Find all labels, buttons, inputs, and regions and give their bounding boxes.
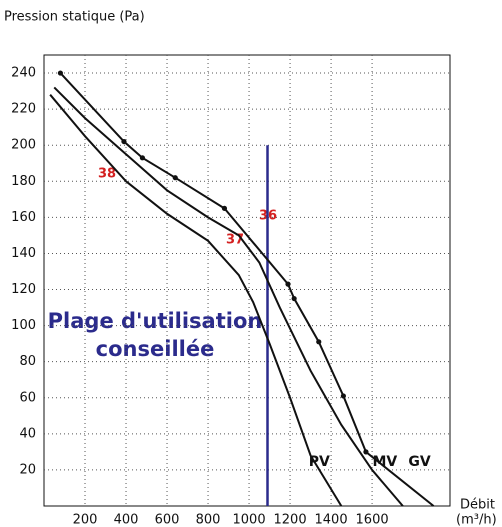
x-axis-unit: (m³/h) bbox=[456, 513, 497, 527]
point bbox=[340, 393, 346, 399]
x-tick-label: 600 bbox=[155, 513, 180, 527]
series-label: PV bbox=[309, 454, 330, 470]
point bbox=[139, 155, 146, 161]
y-tick-label: 60 bbox=[19, 390, 36, 405]
y-tick-label: 200 bbox=[11, 138, 36, 153]
y-tick-label: 240 bbox=[11, 66, 36, 81]
y-tick-label: 140 bbox=[11, 246, 36, 261]
y-tick-label: 120 bbox=[11, 282, 36, 297]
curve bbox=[49, 94, 343, 507]
y-tick-label: 20 bbox=[19, 462, 36, 477]
y-tick-label: 160 bbox=[11, 210, 36, 225]
curve bbox=[53, 86, 404, 507]
point bbox=[291, 295, 297, 302]
x-tick-label: 1200 bbox=[274, 513, 307, 527]
plot-frame bbox=[43, 54, 451, 507]
x-tick-label: 800 bbox=[196, 513, 221, 527]
series-label: GV bbox=[408, 454, 430, 470]
y-tick-label: 100 bbox=[11, 318, 36, 333]
x-tick-label: 200 bbox=[73, 513, 98, 527]
recommended-text: Plage d'utilisation bbox=[48, 309, 263, 333]
point bbox=[285, 281, 291, 287]
y-tick-label: 80 bbox=[19, 354, 36, 369]
x-axis-label: Débit bbox=[460, 498, 495, 513]
curve-label: 38 bbox=[98, 167, 116, 182]
x-tick-label: 1000 bbox=[233, 513, 266, 527]
x-tick-label: 1400 bbox=[315, 513, 348, 527]
series-label: MV bbox=[372, 454, 397, 470]
y-tick-label: 180 bbox=[11, 174, 36, 189]
point bbox=[57, 70, 64, 76]
y-tick-label: 40 bbox=[19, 426, 36, 441]
y-axis-label: Pression statique (Pa) bbox=[4, 10, 145, 25]
point bbox=[316, 339, 322, 345]
point bbox=[363, 449, 369, 455]
point bbox=[121, 138, 127, 145]
y-tick-label: 220 bbox=[11, 102, 36, 117]
x-tick-label: 1600 bbox=[356, 513, 389, 527]
point bbox=[221, 205, 228, 211]
recommended-text: conseillée bbox=[96, 337, 215, 361]
x-tick-label: 400 bbox=[114, 513, 139, 527]
point bbox=[172, 175, 178, 181]
